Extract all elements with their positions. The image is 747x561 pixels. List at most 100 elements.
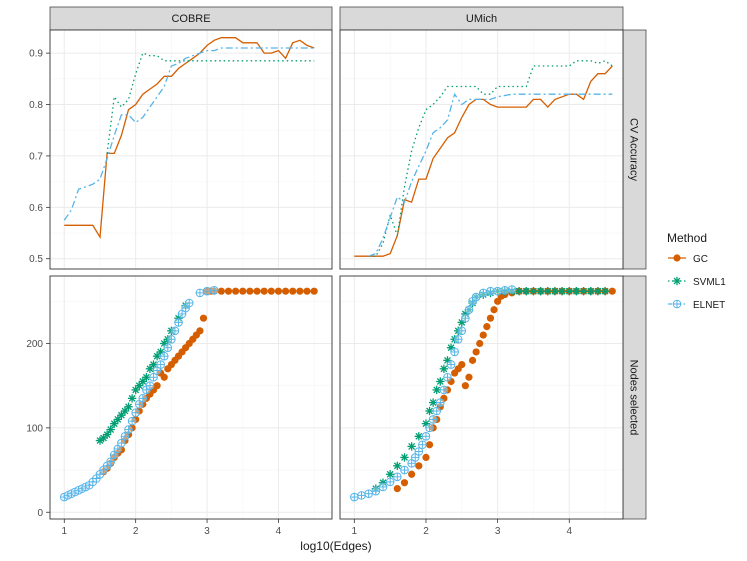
x-tick-label: 3 xyxy=(204,526,210,537)
point-elnet xyxy=(378,482,388,492)
y-tick-label-nodes: 0 xyxy=(37,508,43,519)
point-elnet xyxy=(209,286,219,295)
point-gc xyxy=(415,462,423,470)
point-gc xyxy=(476,339,484,348)
point-gc xyxy=(224,287,233,295)
x-axis: 1 2 3 4 1 2 3 4 xyxy=(61,519,572,537)
y-tick-label-accuracy: 0.8 xyxy=(29,100,43,111)
point-gc xyxy=(494,297,502,305)
point-elnet xyxy=(127,416,137,426)
x-axis-title: log10(Edges) xyxy=(300,539,371,553)
y-tick-label-accuracy: 0.7 xyxy=(29,151,43,162)
point-svml1 xyxy=(106,425,115,434)
line-gc xyxy=(64,37,315,240)
x-tick-label: 4 xyxy=(276,526,282,537)
point-svml1 xyxy=(400,453,409,462)
point-elnet xyxy=(443,372,452,382)
point-elnet xyxy=(436,398,445,407)
point-elnet xyxy=(350,492,359,502)
point-gc xyxy=(153,382,161,390)
point-svml1 xyxy=(142,373,151,382)
point-svml1 xyxy=(414,432,424,441)
point-elnet xyxy=(163,343,173,353)
strip-cobre-label: COBRE xyxy=(171,13,210,25)
point-gc xyxy=(289,287,297,295)
point-elnet xyxy=(414,447,424,456)
point-gc xyxy=(281,287,290,295)
point-gc xyxy=(260,287,268,295)
point-elnet xyxy=(486,286,495,296)
y-axis-nodes: 0 100 200 xyxy=(26,339,50,519)
point-gc xyxy=(425,441,434,449)
point-elnet xyxy=(446,360,456,369)
point-svml1 xyxy=(565,286,574,296)
strip-nodes-label: Nodes selected xyxy=(628,360,640,436)
panel-background xyxy=(340,276,623,519)
point-elnet xyxy=(364,489,373,498)
point-elnet xyxy=(428,415,438,424)
point-gc xyxy=(296,287,304,295)
point-gc xyxy=(274,287,283,295)
y-tick-label-nodes: 200 xyxy=(26,339,43,350)
point-gc xyxy=(408,470,416,478)
point-elnet xyxy=(131,408,140,417)
point-svml1 xyxy=(550,286,560,296)
legend-key-marker-gc xyxy=(673,254,681,262)
point-elnet xyxy=(453,334,463,344)
point-elnet xyxy=(109,450,119,460)
point-elnet xyxy=(421,432,431,441)
point-elnet xyxy=(461,313,470,323)
point-svml1 xyxy=(428,398,438,407)
line-elnet xyxy=(368,92,613,257)
point-svml1 xyxy=(124,402,133,411)
x-tick-label: 4 xyxy=(566,526,572,537)
point-gc xyxy=(400,479,409,487)
point-gc xyxy=(608,287,616,295)
legend-key-marker-elnet xyxy=(672,299,682,309)
point-svml1 xyxy=(127,394,137,403)
point-elnet xyxy=(156,360,165,369)
point-elnet xyxy=(117,438,126,448)
point-elnet xyxy=(450,347,459,357)
point-gc xyxy=(253,287,261,295)
point-elnet xyxy=(425,423,434,433)
point-elnet xyxy=(371,486,381,496)
point-elnet xyxy=(464,305,474,315)
point-svml1 xyxy=(557,286,567,296)
panel-accuracy-cobre xyxy=(49,29,333,270)
point-gc xyxy=(465,373,473,381)
point-svml1 xyxy=(593,286,603,296)
point-elnet xyxy=(393,472,402,482)
panel-nodes-umich xyxy=(339,275,624,520)
panel-border xyxy=(339,29,624,270)
panel-border xyxy=(49,275,333,520)
legend-label-svml1: SVML1 xyxy=(693,277,726,288)
x-tick-label: 2 xyxy=(133,526,139,537)
point-elnet xyxy=(457,326,467,336)
y-axis-accuracy: 0.5 0.6 0.7 0.8 0.9 xyxy=(29,49,50,265)
point-elnet xyxy=(385,477,395,487)
legend-label-gc: GC xyxy=(693,254,708,265)
point-gc xyxy=(486,314,495,322)
point-gc xyxy=(310,287,318,295)
point-elnet xyxy=(418,440,427,450)
point-svml1 xyxy=(393,461,402,471)
point-elnet xyxy=(106,457,115,466)
point-gc xyxy=(217,287,225,295)
point-elnet xyxy=(184,298,194,308)
point-gc xyxy=(232,287,240,295)
x-tick-label: 1 xyxy=(352,526,358,537)
line-svml1 xyxy=(368,60,613,257)
legend-title: Method xyxy=(667,231,707,245)
point-elnet xyxy=(170,326,180,336)
point-gc xyxy=(479,331,487,339)
point-gc xyxy=(303,287,311,295)
point-svml1 xyxy=(522,286,531,296)
point-elnet xyxy=(138,394,148,403)
point-gc xyxy=(160,373,168,381)
point-svml1 xyxy=(425,406,434,416)
point-svml1 xyxy=(600,286,610,296)
point-elnet xyxy=(145,381,155,390)
point-elnet xyxy=(174,318,183,327)
y-tick-label-accuracy: 0.9 xyxy=(29,49,43,60)
